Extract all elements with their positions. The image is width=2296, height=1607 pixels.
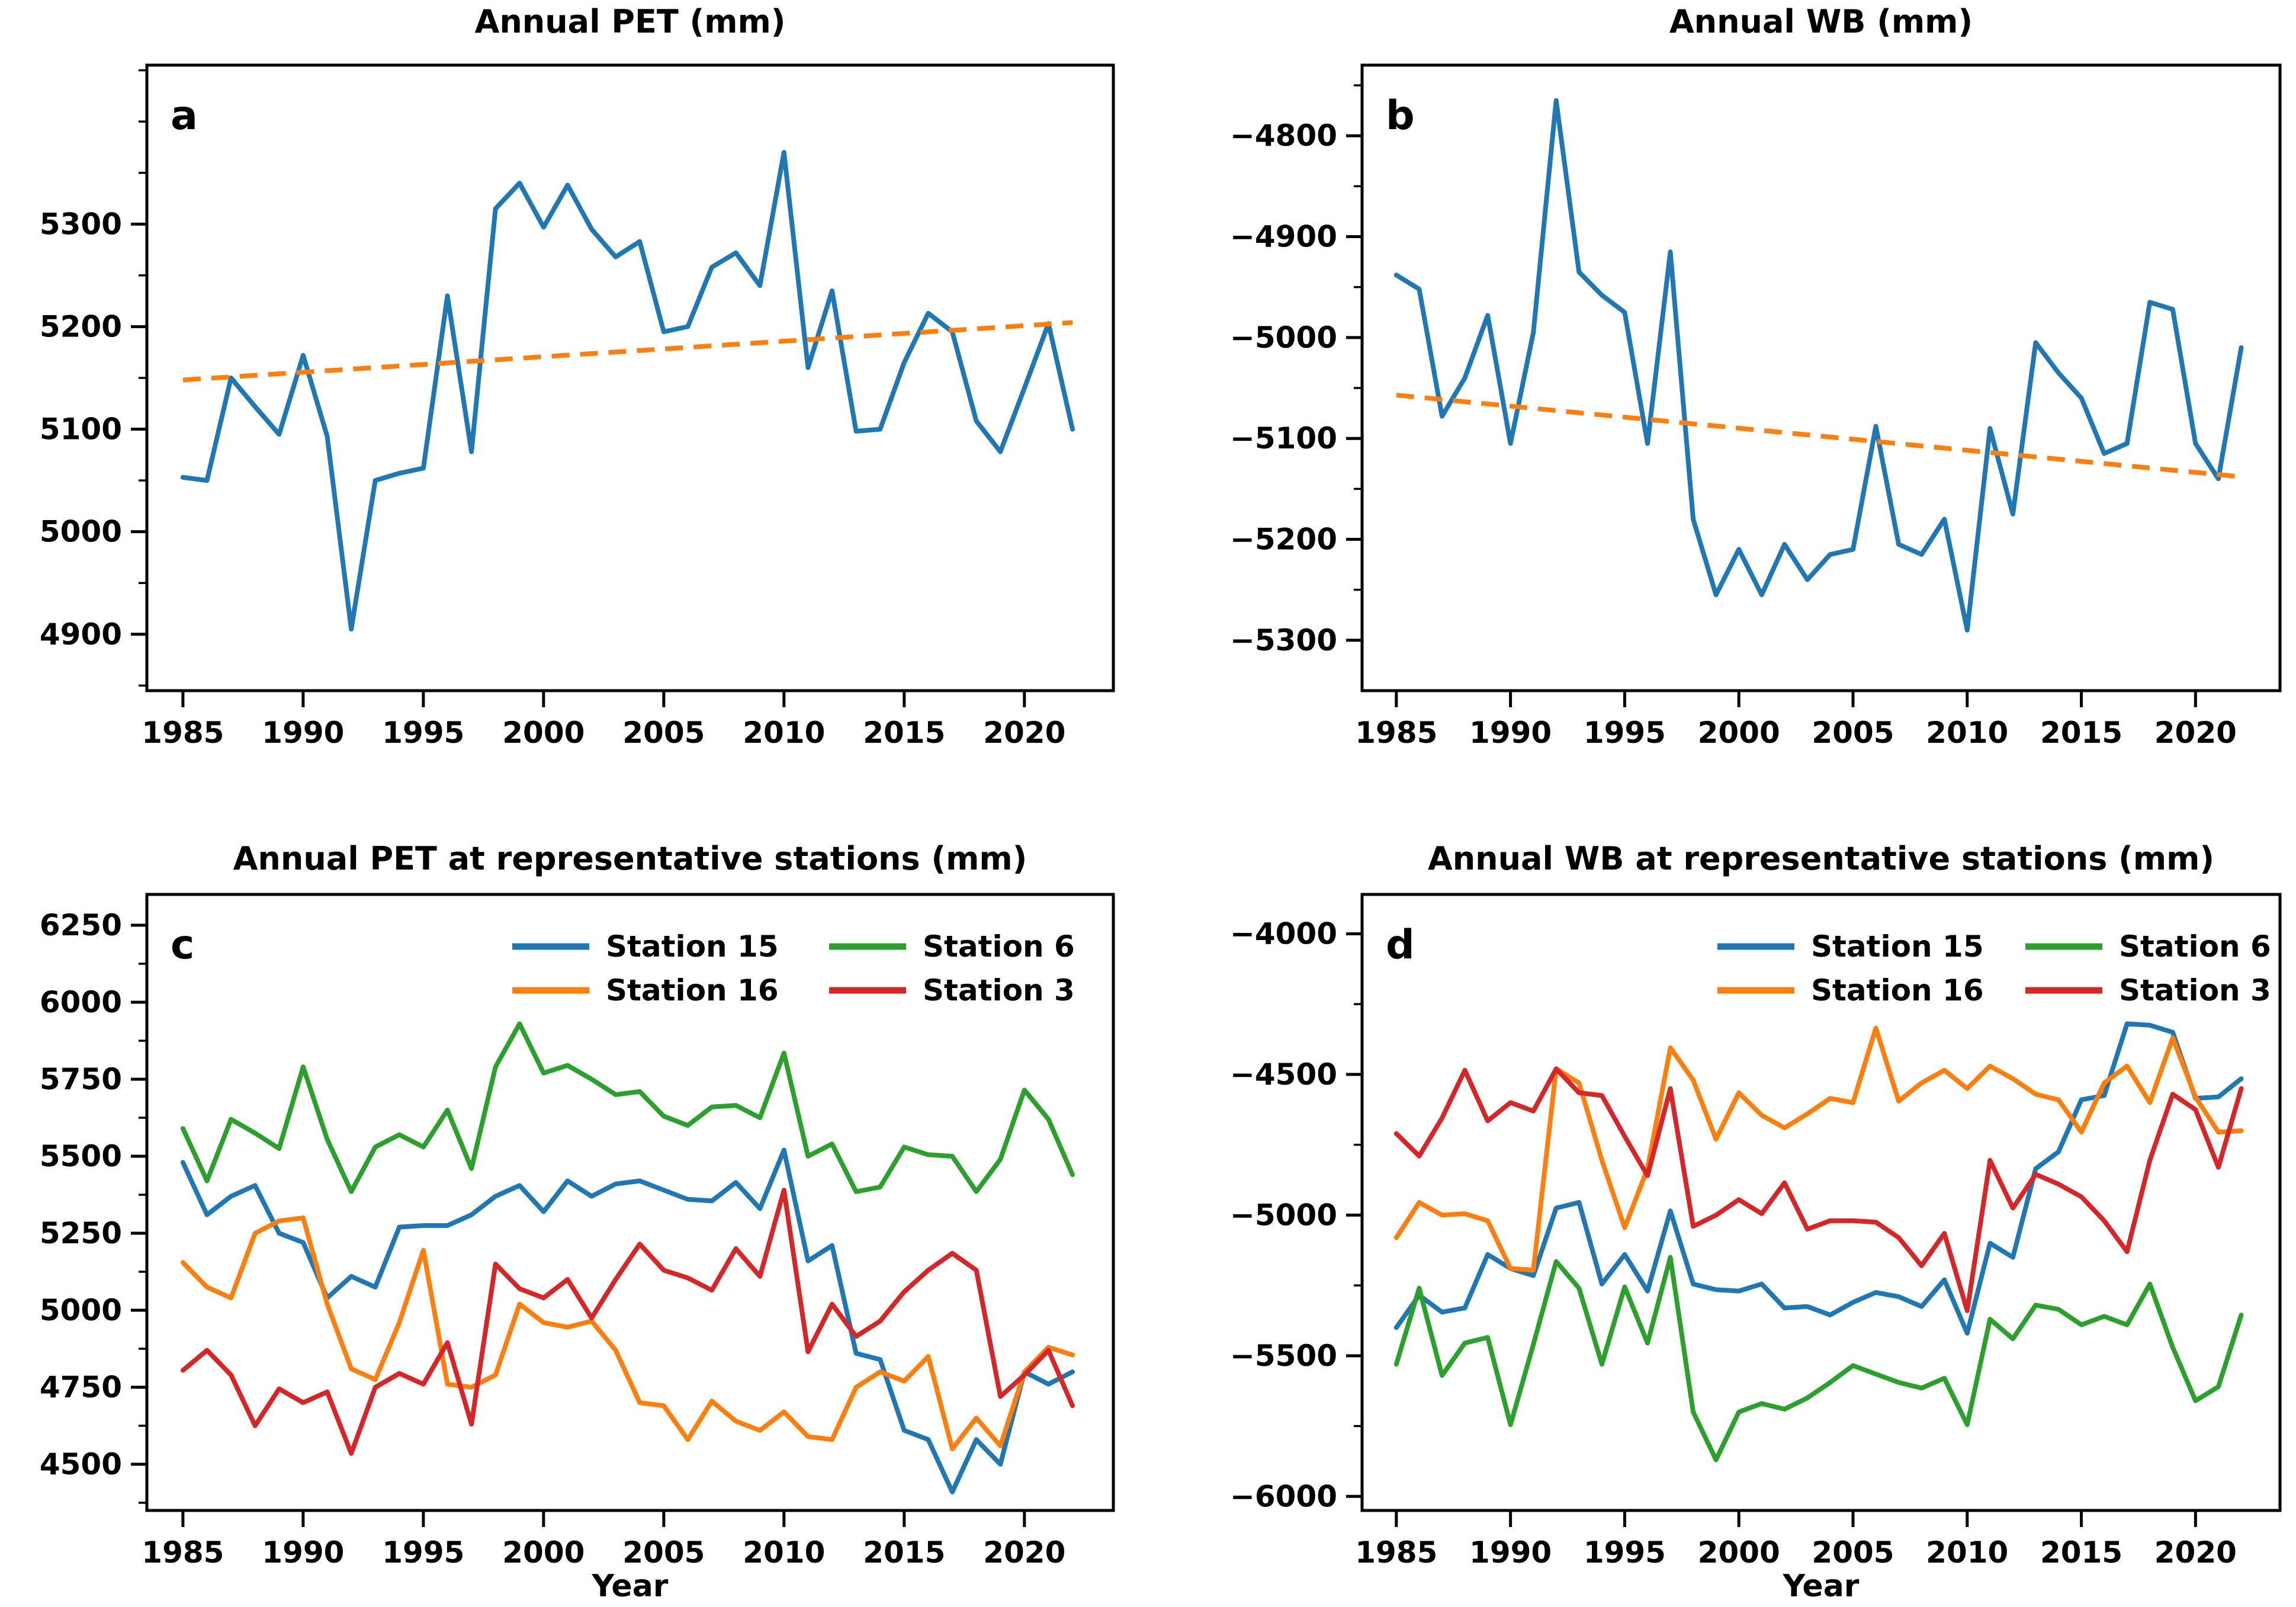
panel-letter-c: c	[171, 922, 194, 968]
y-tick-label: 5000	[40, 1293, 122, 1327]
x-tick-label: 1985	[142, 1535, 224, 1570]
x-tick-label: 2005	[622, 1535, 705, 1570]
y-tick-label: −5200	[1230, 522, 1337, 557]
panel-letter-a: a	[171, 92, 198, 139]
series-annual-wb-line	[1393, 98, 2244, 633]
y-tick-label: 4750	[40, 1370, 122, 1404]
x-tick-label: 2015	[2040, 716, 2122, 750]
y-tick-label: 5100	[40, 412, 122, 447]
y-tick-label: −4500	[1230, 1057, 1337, 1092]
x-tick-label: 1990	[1469, 1535, 1552, 1570]
series-station-16-line	[180, 1215, 1075, 1451]
legend-label-station-6: Station 6	[2119, 929, 2271, 964]
x-tick-label: 2005	[1812, 1535, 1894, 1570]
x-tick-label: 2000	[502, 1535, 585, 1570]
y-tick-label: 5750	[40, 1062, 122, 1096]
y-tick-label: 5000	[40, 515, 122, 549]
series-station-3-line	[1393, 1066, 2244, 1313]
x-tick-label: 1995	[382, 1535, 464, 1570]
series-annual-pet-line	[180, 150, 1075, 632]
trend-line	[1396, 392, 2242, 479]
axes-frame	[145, 63, 1115, 692]
y-tick-label: 5200	[40, 309, 122, 344]
axes-frame	[1360, 893, 2282, 1512]
panel-c: 4500 4750 5000 5250 5500 5750 6000 6250 1985 1990…	[40, 893, 1115, 1570]
y-tick-label: 5300	[40, 207, 122, 241]
legend-label-station-3: Station 3	[2119, 973, 2271, 1008]
y-tick-label: 5250	[40, 1216, 122, 1250]
panel-b: −4800 −4900 −5000 −5100 −5200 −5300 1985 1990 19…	[1230, 63, 2282, 750]
y-tick-label: −6000	[1230, 1479, 1337, 1513]
y-tick-label: −5500	[1230, 1339, 1337, 1373]
x-tick-label: 2005	[622, 716, 705, 750]
x-tick-label: 2000	[502, 716, 585, 750]
y-tick-label: 4900	[40, 617, 122, 652]
panel-c-title: Annual PET at representative stations (m…	[233, 840, 1027, 877]
y-tick-label: 4500	[40, 1447, 122, 1481]
panel-d-xlabel: Year	[1783, 1568, 1860, 1604]
series-station-15-line	[180, 1147, 1075, 1494]
series-station-6-line	[1393, 1255, 2244, 1462]
series-station-6-line	[180, 1021, 1075, 1194]
x-tick-label: 1985	[1355, 716, 1437, 750]
y-tick-label: 6000	[40, 985, 122, 1019]
x-tick-label: 2015	[863, 1535, 945, 1570]
legend-label-station-6: Station 6	[923, 929, 1075, 964]
x-tick-label: 2020	[2154, 716, 2237, 750]
x-tick-label: 2005	[1812, 716, 1894, 750]
x-tick-label: 2015	[2040, 1535, 2122, 1570]
x-tick-label: 2015	[863, 716, 945, 750]
legend-label-station-16: Station 16	[1811, 973, 1984, 1008]
panel-letter-b: b	[1386, 92, 1415, 139]
x-tick-label: 2010	[743, 716, 825, 750]
x-tick-label: 2010	[743, 1535, 825, 1570]
x-tick-label: 2020	[983, 716, 1065, 750]
axes-frame	[1360, 63, 2282, 692]
y-tick-label: −4800	[1230, 118, 1337, 153]
y-tick-label: −5300	[1230, 623, 1337, 657]
series-station-15-line	[1393, 1021, 2244, 1336]
x-tick-label: 1995	[1584, 716, 1666, 750]
x-tick-label: 1985	[142, 716, 224, 750]
y-tick-label: 5500	[40, 1139, 122, 1173]
x-tick-label: 2010	[1926, 1535, 2008, 1570]
y-tick-label: −5000	[1230, 1198, 1337, 1232]
panel-letter-d: d	[1386, 922, 1415, 968]
x-tick-label: 1985	[1355, 1535, 1437, 1570]
y-tick-label: 6250	[40, 908, 122, 942]
x-tick-label: 2020	[983, 1535, 1065, 1570]
y-tick-label: −5000	[1230, 320, 1337, 355]
x-tick-label: 2000	[1698, 716, 1780, 750]
series-station-3-line	[180, 1188, 1075, 1456]
legend-label-station-15: Station 15	[606, 929, 779, 964]
panel-b-title: Annual WB (mm)	[1669, 3, 1973, 40]
x-tick-label: 2000	[1698, 1535, 1780, 1570]
panel-a: 4900 5000 5100 5200 5300 1985 1990 1995 2000 2005…	[40, 63, 1115, 750]
y-tick-label: −4900	[1230, 220, 1337, 254]
x-tick-label: 1990	[1469, 716, 1552, 750]
legend-label-station-3: Station 3	[923, 973, 1075, 1008]
x-tick-label: 2020	[2154, 1535, 2237, 1570]
panel-d: −4000 −4500 −5000 −5500 −6000 1985 1990 1995 200…	[1230, 893, 2282, 1570]
x-tick-label: 2010	[1926, 716, 2008, 750]
panel-c-xlabel: Year	[592, 1568, 669, 1604]
axes-frame	[145, 893, 1115, 1512]
trend-line	[182, 320, 1073, 383]
legend-label-station-15: Station 15	[1811, 929, 1984, 964]
x-tick-label: 1995	[382, 716, 464, 750]
panel-d-title: Annual WB at representative stations (mm…	[1427, 840, 2215, 877]
y-tick-label: −5100	[1230, 421, 1337, 456]
panel-a-title: Annual PET (mm)	[474, 3, 786, 40]
x-tick-label: 1995	[1584, 1535, 1666, 1570]
x-tick-label: 1990	[262, 1535, 344, 1570]
x-tick-label: 1990	[262, 716, 344, 750]
legend-label-station-16: Station 16	[606, 973, 779, 1008]
y-tick-label: −4000	[1230, 916, 1337, 951]
series-station-16-line	[1393, 1025, 2244, 1272]
